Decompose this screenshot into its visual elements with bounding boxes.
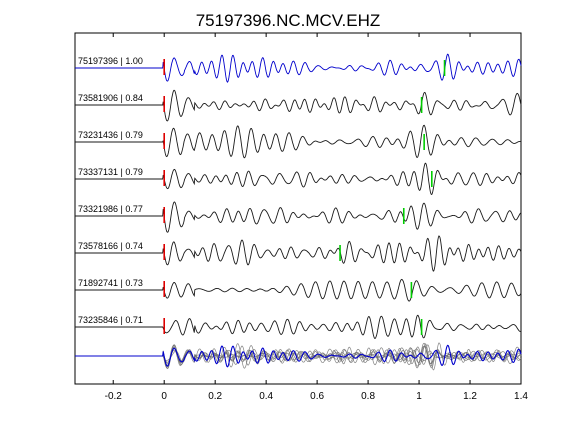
trace-waveform-73337131 bbox=[75, 162, 522, 195]
trace-label-71892741: 71892741 | 0.73 bbox=[78, 278, 143, 288]
trace-label-73578166: 73578166 | 0.74 bbox=[78, 241, 143, 251]
x-tick-label: 0.4 bbox=[259, 391, 273, 402]
plot-area-frame bbox=[74, 32, 522, 385]
traces-layer bbox=[75, 53, 522, 339]
trace-label-73235846: 73235846 | 0.71 bbox=[78, 315, 143, 325]
x-tick-label: 1.2 bbox=[463, 391, 477, 402]
chart-title: 75197396.NC.MCV.EHZ bbox=[196, 11, 381, 30]
trace-label-75197396: 75197396 | 1.00 bbox=[78, 56, 143, 66]
trace-waveform-73231436 bbox=[75, 124, 522, 159]
trace-label-73321986: 73321986 | 0.77 bbox=[78, 204, 143, 214]
x-tick-label: 1.4 bbox=[514, 391, 528, 402]
x-tick-label: 0.8 bbox=[361, 391, 375, 402]
trace-label-73581906: 73581906 | 0.84 bbox=[78, 93, 143, 103]
x-tick-label: 0.2 bbox=[208, 391, 222, 402]
x-tick-label: 0.6 bbox=[310, 391, 324, 402]
x-tick-label: -0.2 bbox=[105, 391, 123, 402]
trace-label-73337131: 73337131 | 0.79 bbox=[78, 167, 143, 177]
trace-waveform-71892741 bbox=[75, 278, 522, 302]
picks-layer bbox=[163, 59, 446, 335]
trace-waveform-73235846 bbox=[75, 314, 522, 339]
trace-label-73231436: 73231436 | 0.79 bbox=[78, 130, 143, 140]
x-tick-label: 0 bbox=[161, 391, 167, 402]
trace-waveform-73581906 bbox=[75, 89, 522, 122]
overlay-waveform-75197396 bbox=[75, 344, 522, 368]
trace-waveform-73578166 bbox=[75, 235, 522, 272]
x-axis: -0.2 0 0.2 0.4 0.6 0.8 1 1.2 1.4 bbox=[105, 33, 528, 402]
trace-waveform-75197396 bbox=[75, 53, 522, 83]
trace-waveform-73321986 bbox=[75, 201, 522, 233]
overlay-stack bbox=[75, 342, 522, 371]
trace-labels: 75197396 | 1.00 73581906 | 0.84 73231436 |… bbox=[78, 56, 143, 325]
x-tick-label: 1 bbox=[416, 391, 422, 402]
